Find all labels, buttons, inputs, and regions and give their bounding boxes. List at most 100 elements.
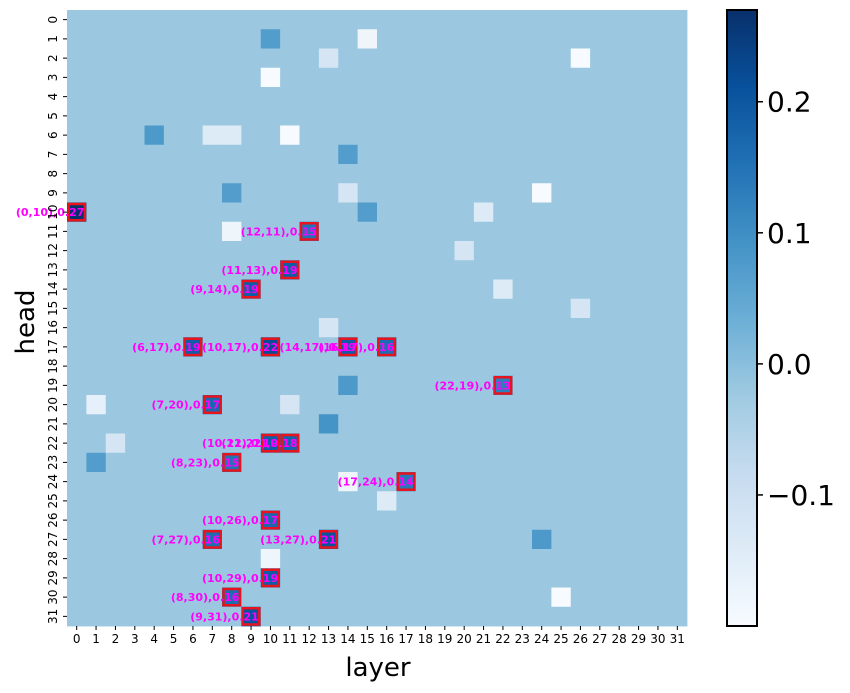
heatmap-cell bbox=[396, 125, 417, 146]
heatmap-cell bbox=[202, 395, 223, 415]
heatmap-cell bbox=[377, 241, 397, 261]
heatmap-cell bbox=[260, 529, 281, 550]
heatmap-cell bbox=[163, 414, 184, 434]
heatmap-cell bbox=[454, 67, 475, 88]
heatmap-cell bbox=[415, 260, 436, 280]
heatmap-cell bbox=[532, 67, 552, 88]
heatmap-cell bbox=[222, 29, 242, 49]
heatmap-cell bbox=[338, 318, 359, 338]
heatmap-cell bbox=[590, 260, 610, 280]
heatmap-cell bbox=[144, 241, 165, 261]
heatmap-cell bbox=[473, 260, 494, 280]
heatmap-cell bbox=[551, 260, 572, 280]
heatmap-cell bbox=[125, 452, 145, 473]
heatmap-cell bbox=[163, 491, 184, 511]
x-tick-label: 9 bbox=[247, 632, 255, 646]
heatmap-cell bbox=[222, 67, 242, 88]
heatmap-cell bbox=[299, 433, 320, 454]
heatmap-cell bbox=[183, 298, 204, 319]
heatmap-cell bbox=[667, 568, 688, 588]
heatmap-cell bbox=[454, 202, 475, 223]
heatmap-cell bbox=[590, 549, 610, 569]
heatmap-cell bbox=[590, 29, 610, 49]
heatmap-cell bbox=[280, 10, 300, 30]
heatmap-cell bbox=[86, 183, 107, 203]
heatmap-cell bbox=[105, 10, 126, 30]
heatmap-cell bbox=[125, 510, 145, 531]
heatmap-cell bbox=[357, 375, 378, 396]
heatmap-cell bbox=[105, 202, 126, 223]
heatmap-cell bbox=[493, 452, 514, 473]
heatmap-cell bbox=[144, 106, 165, 126]
heatmap-cell bbox=[435, 529, 455, 550]
heatmap-cell bbox=[570, 549, 591, 569]
heatmap-cell bbox=[86, 510, 107, 531]
heatmap-cell bbox=[628, 241, 649, 261]
heatmap-cell bbox=[493, 375, 514, 396]
heatmap-cell bbox=[144, 48, 165, 69]
heatmap-cell bbox=[648, 279, 669, 300]
heatmap-cell bbox=[396, 433, 417, 454]
heatmap-cell bbox=[609, 433, 630, 454]
heatmap-cell bbox=[105, 221, 126, 242]
y-tick-label: 20 bbox=[46, 397, 60, 412]
y-tick-label: 27 bbox=[46, 532, 60, 547]
heatmap-cell bbox=[183, 606, 204, 627]
heatmap-cell bbox=[473, 125, 494, 146]
heatmap-cell bbox=[357, 606, 378, 627]
heatmap-cell bbox=[318, 29, 339, 49]
heatmap-cell bbox=[493, 29, 514, 49]
heatmap-cell bbox=[454, 472, 475, 492]
heatmap-cell bbox=[125, 356, 145, 377]
heatmap-cell bbox=[338, 606, 359, 627]
heatmap-cell bbox=[183, 587, 204, 608]
heatmap-cell bbox=[241, 298, 262, 319]
heatmap-cell bbox=[202, 48, 223, 69]
heatmap-cell bbox=[609, 221, 630, 242]
heatmap-cell bbox=[86, 241, 107, 261]
y-tick-label: 5 bbox=[46, 112, 60, 120]
y-tick-label: 3 bbox=[46, 74, 60, 82]
heatmap-cell bbox=[357, 106, 378, 126]
heatmap-cell bbox=[67, 318, 87, 338]
heatmap-cell bbox=[609, 10, 630, 30]
colorbar-tick-label: 0.1 bbox=[767, 217, 812, 250]
heatmap-cell bbox=[222, 529, 242, 550]
heatmap-cell bbox=[163, 318, 184, 338]
heatmap-cell bbox=[202, 67, 223, 88]
heatmap-cell bbox=[183, 510, 204, 531]
heatmap-cell bbox=[222, 10, 242, 30]
heatmap-cell bbox=[454, 587, 475, 608]
heatmap-cell bbox=[551, 472, 572, 492]
heatmap-cell bbox=[260, 106, 281, 126]
heatmap-cell bbox=[435, 164, 455, 184]
heatmap-cell bbox=[396, 587, 417, 608]
heatmap-cell bbox=[86, 279, 107, 300]
heatmap-cell bbox=[105, 356, 126, 377]
heatmap-cell bbox=[299, 568, 320, 588]
heatmap-cell bbox=[377, 202, 397, 223]
heatmap-cell bbox=[396, 510, 417, 531]
heatmap-cell bbox=[299, 549, 320, 569]
heatmap-cell bbox=[125, 279, 145, 300]
heatmap-cell bbox=[280, 529, 300, 550]
heatmap-cell bbox=[532, 337, 552, 357]
heatmap-cell bbox=[183, 395, 204, 415]
heatmap-cell bbox=[67, 529, 87, 550]
heatmap-cell bbox=[67, 568, 87, 588]
heatmap-cell bbox=[241, 587, 262, 608]
heatmap-cell bbox=[435, 510, 455, 531]
heatmap-cell bbox=[105, 67, 126, 88]
heatmap-cell bbox=[648, 221, 669, 242]
heatmap-cell bbox=[299, 67, 320, 88]
highlight-box bbox=[202, 530, 222, 549]
y-tick-label: 12 bbox=[46, 243, 60, 258]
heatmap-cell bbox=[260, 10, 281, 30]
heatmap-cell bbox=[512, 202, 533, 223]
heatmap-cell bbox=[357, 395, 378, 415]
heatmap-cell bbox=[435, 414, 455, 434]
heatmap-cell bbox=[86, 298, 107, 319]
heatmap-cell bbox=[415, 529, 436, 550]
x-tick-label: 27 bbox=[592, 632, 607, 646]
